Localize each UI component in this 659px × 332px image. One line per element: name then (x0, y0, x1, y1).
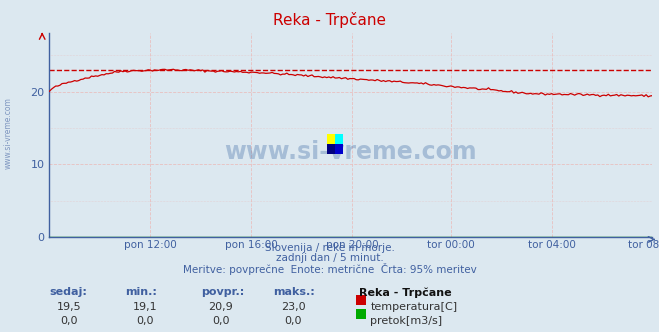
Bar (327, 144, 335, 154)
Text: 0,0: 0,0 (136, 316, 154, 326)
Text: Reka - Trpčane: Reka - Trpčane (273, 12, 386, 28)
Text: 19,1: 19,1 (132, 302, 158, 312)
Text: 20,9: 20,9 (208, 302, 233, 312)
Text: temperatura[C]: temperatura[C] (370, 302, 457, 312)
Text: Slovenija / reke in morje.: Slovenija / reke in morje. (264, 243, 395, 253)
Text: pretok[m3/s]: pretok[m3/s] (370, 316, 442, 326)
Text: min.:: min.: (125, 287, 157, 297)
Text: 0,0: 0,0 (212, 316, 229, 326)
Text: 0,0: 0,0 (285, 316, 302, 326)
Text: maks.:: maks.: (273, 287, 315, 297)
Text: www.si-vreme.com: www.si-vreme.com (3, 97, 13, 169)
Text: zadnji dan / 5 minut.: zadnji dan / 5 minut. (275, 253, 384, 263)
Text: www.si-vreme.com: www.si-vreme.com (225, 140, 477, 164)
Bar (335, 144, 343, 154)
Text: Reka - Trpčane: Reka - Trpčane (359, 287, 452, 298)
Text: 0,0: 0,0 (61, 316, 78, 326)
Text: 19,5: 19,5 (57, 302, 82, 312)
Text: Meritve: povprečne  Enote: metrične  Črta: 95% meritev: Meritve: povprečne Enote: metrične Črta:… (183, 263, 476, 275)
Bar (327, 134, 335, 144)
Bar (335, 134, 343, 144)
Text: povpr.:: povpr.: (201, 287, 244, 297)
Text: 23,0: 23,0 (281, 302, 306, 312)
Text: sedaj:: sedaj: (49, 287, 87, 297)
